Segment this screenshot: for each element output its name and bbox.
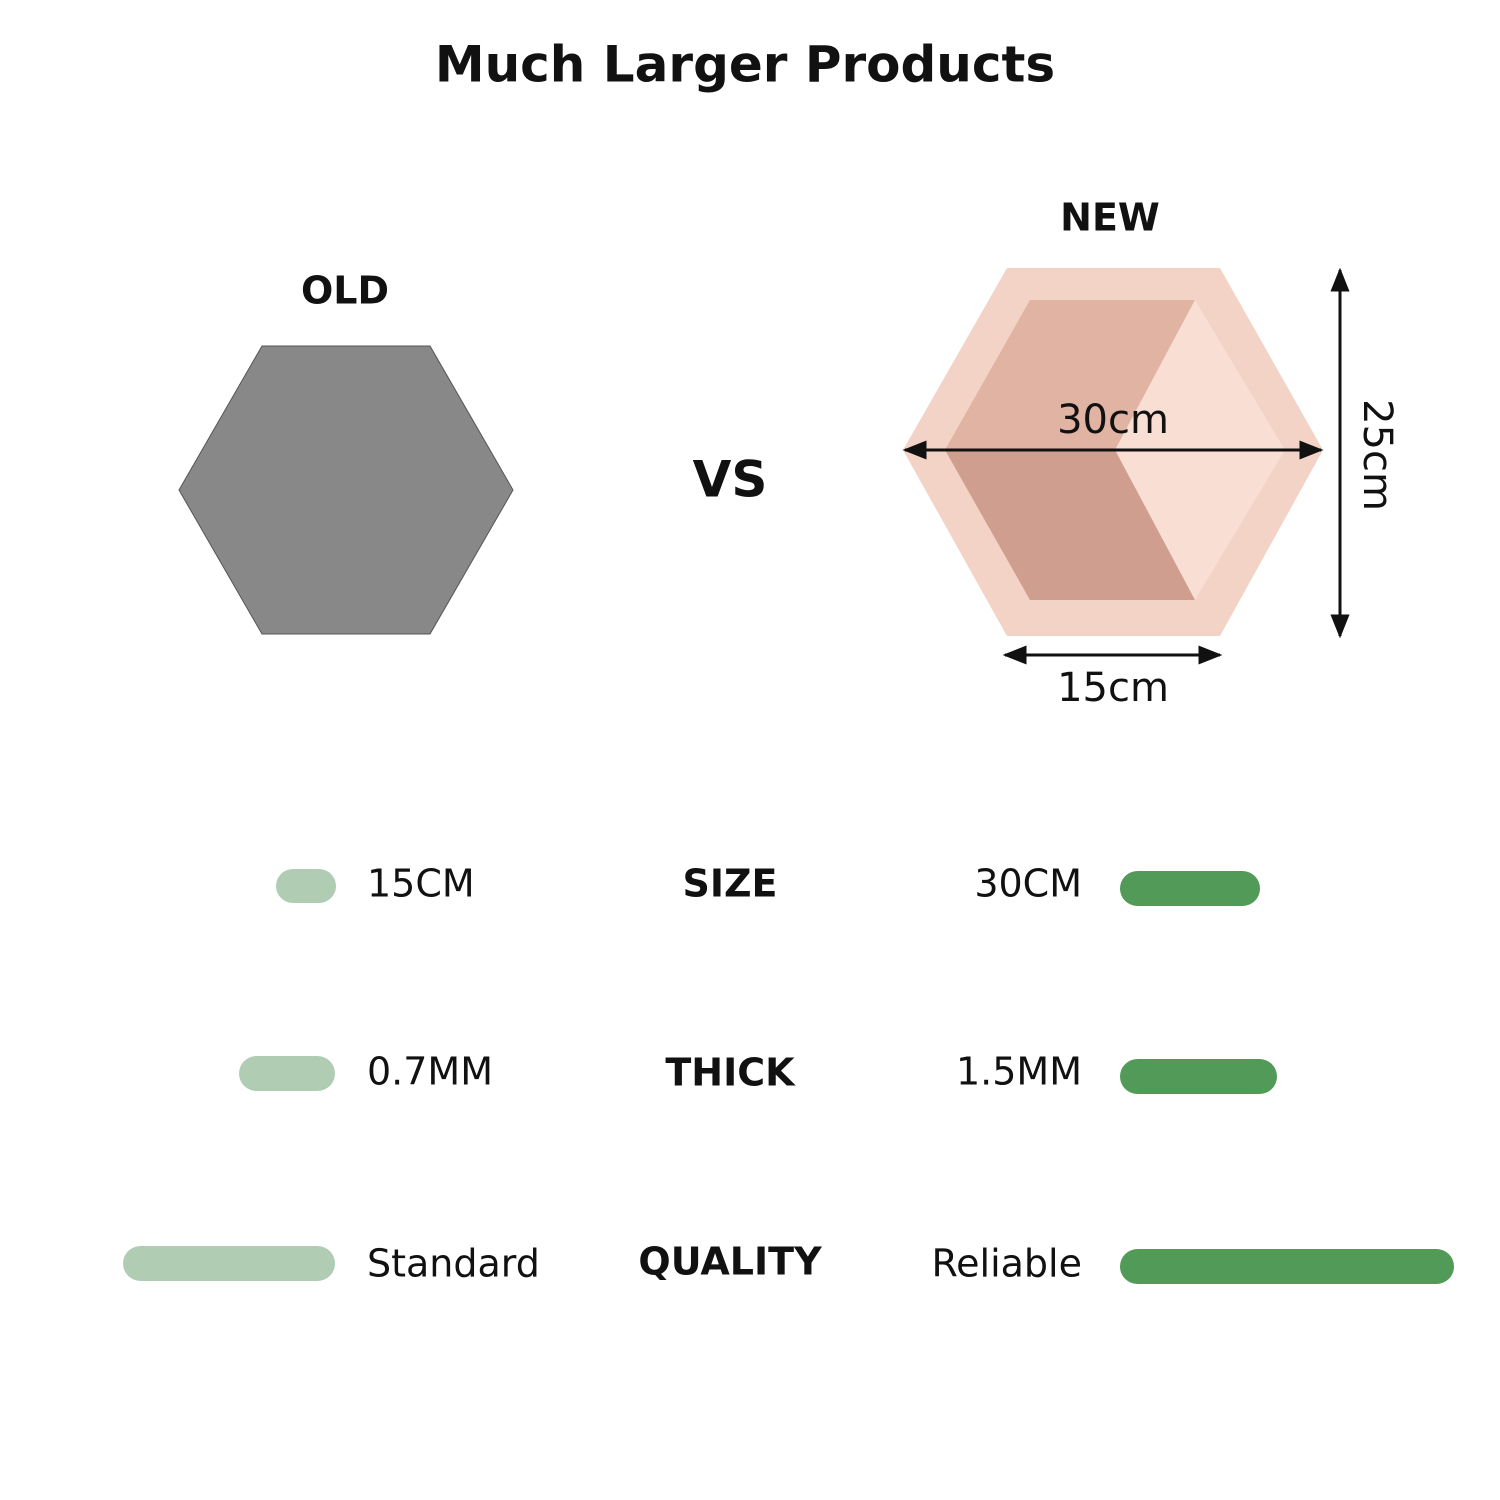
old-bar: [123, 1246, 335, 1281]
old-value: 15CM: [367, 862, 475, 906]
new-value: 1.5MM: [956, 1050, 1082, 1094]
old-hexagon: [178, 345, 514, 635]
row-label: SIZE: [682, 862, 777, 906]
row-thick: 0.7MM THICK 1.5MM: [239, 1050, 1277, 1095]
row-quality: Standard QUALITY Reliable: [123, 1240, 1454, 1286]
old-value: Standard: [367, 1242, 540, 1286]
row-label: THICK: [665, 1051, 796, 1095]
new-bar: [1120, 1059, 1277, 1094]
width-label: 30cm: [1057, 397, 1169, 443]
vs-label: VS: [693, 451, 768, 509]
cube-top: [945, 300, 1195, 450]
old-bar: [276, 869, 336, 903]
cube-left: [945, 450, 1195, 600]
height-label: 25cm: [1354, 399, 1400, 511]
side-label: 15cm: [1057, 665, 1169, 711]
old-label: OLD: [301, 269, 389, 313]
row-label: QUALITY: [638, 1240, 822, 1284]
row-size: 15CM SIZE 30CM: [276, 862, 1260, 906]
new-value: Reliable: [931, 1242, 1082, 1286]
new-bar: [1120, 1249, 1454, 1284]
title: Much Larger Products: [435, 36, 1055, 94]
old-bar: [239, 1056, 335, 1091]
new-value: 30CM: [974, 862, 1082, 906]
old-value: 0.7MM: [367, 1050, 493, 1094]
new-label: NEW: [1060, 196, 1160, 240]
new-bar: [1120, 871, 1260, 906]
